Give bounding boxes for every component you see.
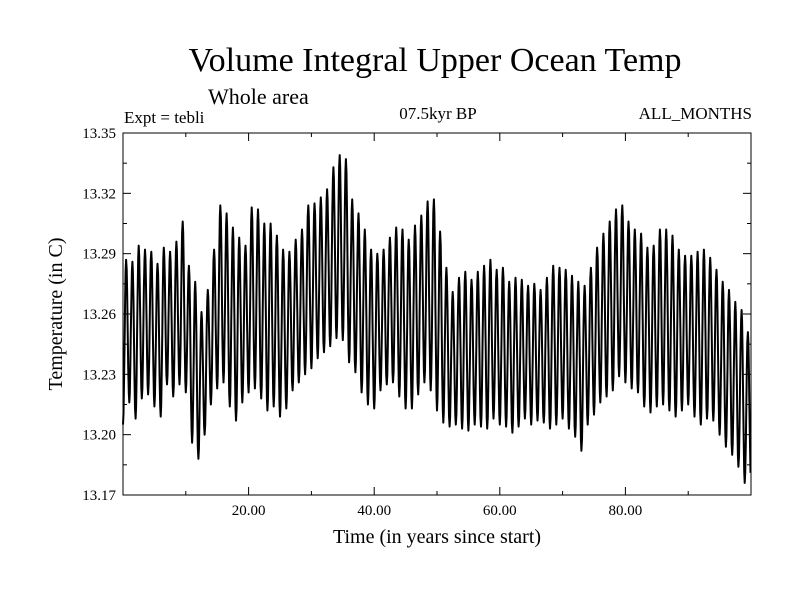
y-tick-label: 13.23: [82, 367, 116, 383]
y-tick-label: 13.17: [82, 488, 116, 504]
y-tick-label: 13.35: [82, 126, 116, 142]
x-tick-labels: 20.00 40.00 60.00 80.00: [232, 503, 643, 519]
x-axis-title: Time (in years since start): [333, 526, 541, 548]
x-tick-label: 20.00: [232, 503, 266, 519]
y-tick-label: 13.32: [82, 186, 116, 202]
x-tick-label: 40.00: [357, 503, 391, 519]
months-label: ALL_MONTHS: [638, 104, 752, 123]
chart-subtitle: Whole area: [208, 84, 309, 109]
y-tick-label: 13.26: [82, 307, 116, 323]
y-axis-title: Temperature (in C): [45, 238, 67, 391]
axis-ticks: [123, 132, 751, 496]
experiment-label: Expt = tebli: [124, 108, 205, 127]
chart-title: Volume Integral Upper Ocean Temp: [188, 42, 682, 79]
series-line-temperature: [122, 154, 752, 484]
plot-frame: [122, 132, 752, 496]
x-tick-label: 60.00: [483, 503, 517, 519]
y-tick-label: 13.29: [82, 247, 116, 263]
x-tick-label: 80.00: [609, 503, 643, 519]
period-label: 07.5kyr BP: [399, 104, 477, 123]
y-tick-labels: 13.17 13.20 13.23 13.26 13.29 13.32 13.35: [82, 126, 116, 504]
y-tick-label: 13.20: [82, 428, 116, 444]
